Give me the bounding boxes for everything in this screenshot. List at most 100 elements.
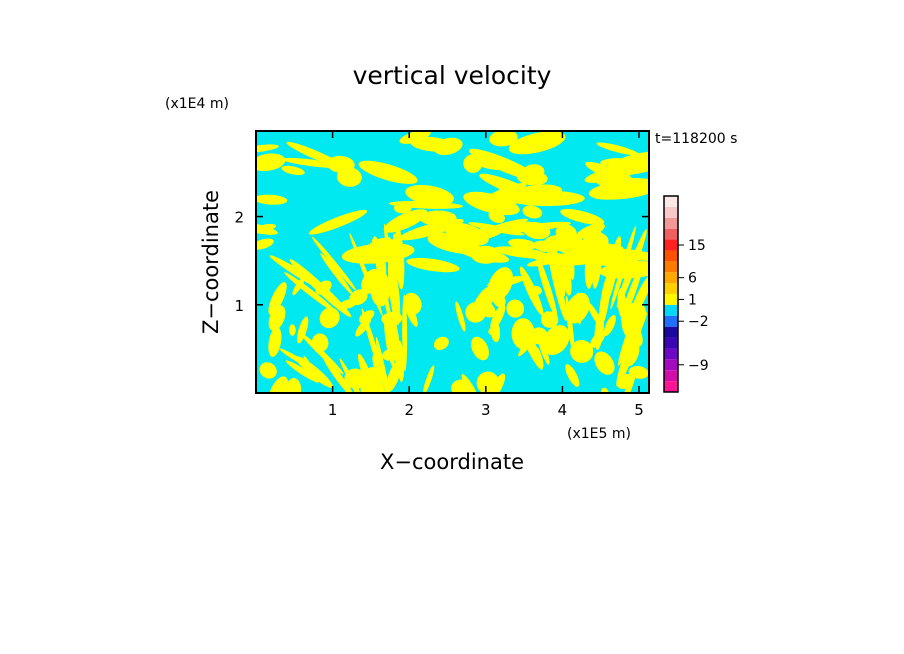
positive-region [387,256,401,326]
positive-region [621,316,643,347]
positive-region [370,270,391,307]
x-axis-label: X−coordinate [380,450,524,474]
positive-region [589,234,596,279]
colorbar-band [664,315,678,327]
positive-region [268,282,287,315]
positive-region [303,356,312,370]
positive-region [285,360,319,383]
time-label: t=118200 s [655,131,737,147]
colorbar-band [664,326,678,338]
colorbar-band [664,359,678,371]
positive-region [628,366,649,379]
y-unit-label: (x1E4 m) [165,96,229,112]
positive-region [392,233,400,281]
colorbar-label: −2 [688,314,709,330]
positive-region [488,327,498,336]
x-tick-label: 1 [328,401,338,419]
positive-region [433,336,449,351]
positive-region [383,209,428,233]
positive-region [281,157,343,169]
positive-region [286,141,347,169]
positive-region [256,153,286,172]
positive-region [381,311,403,326]
positive-region [311,236,357,291]
positive-region [561,258,572,296]
positive-region [256,223,277,232]
chart-title: vertical velocity [353,61,552,90]
positive-region [486,373,506,393]
positive-region [471,336,489,361]
colorbar-band [664,217,678,229]
positive-region [284,272,337,313]
colorbar-label: −9 [688,358,709,374]
positive-region [505,221,550,233]
positive-region [508,131,566,155]
positive-region [575,223,605,239]
x-tick-label: 5 [634,401,644,419]
positive-region [508,238,538,250]
positive-region [256,194,288,205]
positive-region [616,373,634,390]
positive-region [594,351,615,375]
positive-region [358,310,375,323]
positive-region [587,302,604,330]
colorbar: 15 6 1 −2 −9 [663,195,709,393]
colorbar-band [664,272,678,284]
positive-region [530,285,542,295]
colorbar-band [664,381,678,392]
positive-region [555,224,577,242]
positive-region [372,236,387,277]
positive-region [320,253,354,296]
positive-region [269,255,330,294]
colorbar-band [664,283,678,294]
positive-region [285,378,302,393]
positive-region [382,349,396,361]
y-tick-label: 2 [234,209,244,227]
positive-region [567,246,575,280]
positive-region [565,364,580,387]
positive-region [487,267,514,302]
positive-region [603,314,616,336]
positive-region [355,317,372,337]
positive-region [489,131,518,147]
positive-region [591,173,625,192]
positive-region [419,210,457,226]
positive-region [565,292,590,324]
colorbar-band [664,348,678,360]
colorbar-frame [663,195,679,393]
positive-region [542,325,570,355]
colorbar-band [664,294,678,305]
x-axis-ticks: 1 2 3 4 5 [328,131,644,419]
colorbar-band [664,337,678,349]
positive-region [410,136,454,152]
positive-region [592,189,637,200]
positive-region [427,233,481,254]
positive-region [560,209,605,225]
positive-region [506,299,525,318]
colorbar-band [664,228,678,240]
positive-region [268,327,282,357]
positive-region [622,341,640,367]
positive-region [336,167,362,187]
x-tick-label: 4 [558,401,568,419]
colorbar-band [664,206,678,218]
positive-region [406,257,460,273]
positive-region [541,311,551,322]
positive-region [522,205,543,219]
colorbar-band [664,239,678,251]
positive-region [476,299,496,318]
positive-region [268,376,289,393]
positive-region [422,365,435,393]
positive-region [463,154,483,173]
positive-region [339,298,358,309]
positive-region [300,332,344,375]
positive-region [308,209,368,235]
positive-region [399,131,431,144]
colorbar-band [664,370,678,382]
positive-region [536,256,558,319]
positive-region [403,292,422,315]
positive-region [606,150,649,176]
positive-region [295,356,333,388]
